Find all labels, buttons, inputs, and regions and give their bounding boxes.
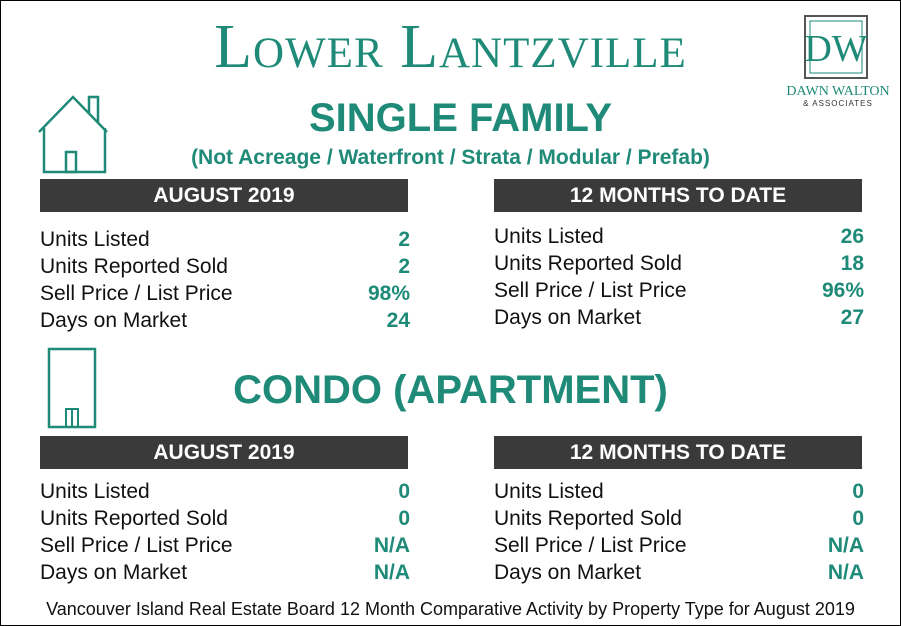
stat-row: Units Listed 0 [40, 478, 410, 505]
stat-row: Sell Price / List Price 96% [494, 277, 864, 304]
stat-row: Units Reported Sold 18 [494, 250, 864, 277]
house-icon [38, 95, 108, 174]
stat-label: Days on Market [40, 561, 188, 584]
stat-label: Sell Price / List Price [40, 282, 233, 305]
sf-ytd-stats: Units Listed 26 Units Reported Sold 18 Sel… [494, 223, 864, 331]
stat-value: 98% [367, 282, 410, 305]
stat-row: Days on Market N/A [494, 559, 864, 586]
apartment-building-icon [47, 347, 97, 429]
stat-label: Units Listed [494, 480, 604, 503]
stat-label: Sell Price / List Price [494, 534, 687, 557]
stat-value: 96% [821, 279, 864, 302]
stat-row: Days on Market 24 [40, 307, 410, 334]
single-family-title: SINGLE FAMILY [308, 96, 612, 140]
stat-value: 24 [386, 309, 410, 332]
condo-ytd-header: 12 MONTHS TO DATE [494, 436, 862, 469]
stat-value: N/A [373, 561, 410, 584]
stat-row: Units Reported Sold 0 [494, 505, 864, 532]
page-title: Lower Lantzville [214, 13, 687, 81]
stat-row: Sell Price / List Price 98% [40, 280, 410, 307]
sf-ytd-header: 12 MONTHS TO DATE [494, 179, 862, 212]
stat-row: Units Reported Sold 2 [40, 253, 410, 280]
single-family-subtitle: (Not Acreage / Waterfront / Strata / Mod… [191, 146, 710, 169]
stat-value: 0 [398, 507, 410, 530]
condo-ytd-stats: Units Listed 0 Units Reported Sold 0 Sell … [494, 478, 864, 586]
stat-label: Units Reported Sold [494, 252, 682, 275]
stat-label: Days on Market [494, 561, 642, 584]
footer-caption: Vancouver Island Real Estate Board 12 Mo… [46, 599, 855, 619]
logo-subtitle: & ASSOCIATES [803, 99, 873, 108]
stat-label: Units Listed [40, 480, 150, 503]
condo-month-stats: Units Listed 0 Units Reported Sold 0 Sell … [40, 478, 410, 586]
stat-row: Units Listed 0 [494, 478, 864, 505]
stat-label: Units Reported Sold [494, 507, 682, 530]
stat-row: Days on Market 27 [494, 304, 864, 331]
sf-month-header: AUGUST 2019 [40, 179, 408, 212]
stat-value: 0 [398, 480, 410, 503]
stat-value: 0 [852, 480, 864, 503]
condo-title: CONDO (APARTMENT) [233, 368, 668, 412]
stat-label: Days on Market [494, 306, 642, 329]
stat-value: N/A [827, 534, 864, 557]
sf-month-stats: Units Listed 2 Units Reported Sold 2 Sell … [40, 226, 410, 334]
logo-name: DAWN WALTON [786, 84, 890, 99]
stat-value: N/A [827, 561, 864, 584]
stat-row: Sell Price / List Price N/A [494, 532, 864, 559]
stat-value: 26 [840, 225, 864, 248]
stat-label: Units Listed [494, 225, 604, 248]
stat-label: Days on Market [40, 309, 188, 332]
stat-value: 2 [398, 255, 410, 278]
stat-label: Units Reported Sold [40, 507, 228, 530]
dw-logo-icon: DW [804, 15, 868, 79]
logo-monogram: DW [804, 28, 867, 70]
stat-label: Sell Price / List Price [40, 534, 233, 557]
condo-month-header: AUGUST 2019 [40, 436, 408, 469]
stat-row: Units Listed 26 [494, 223, 864, 250]
stat-row: Units Reported Sold 0 [40, 505, 410, 532]
stat-row: Days on Market N/A [40, 559, 410, 586]
stat-value: N/A [373, 534, 410, 557]
stat-label: Sell Price / List Price [494, 279, 687, 302]
stat-value: 18 [840, 252, 864, 275]
stat-value: 2 [398, 228, 410, 251]
stat-row: Sell Price / List Price N/A [40, 532, 410, 559]
stat-value: 27 [840, 306, 864, 329]
stat-label: Units Reported Sold [40, 255, 228, 278]
stat-value: 0 [852, 507, 864, 530]
stat-row: Units Listed 2 [40, 226, 410, 253]
stat-label: Units Listed [40, 228, 150, 251]
